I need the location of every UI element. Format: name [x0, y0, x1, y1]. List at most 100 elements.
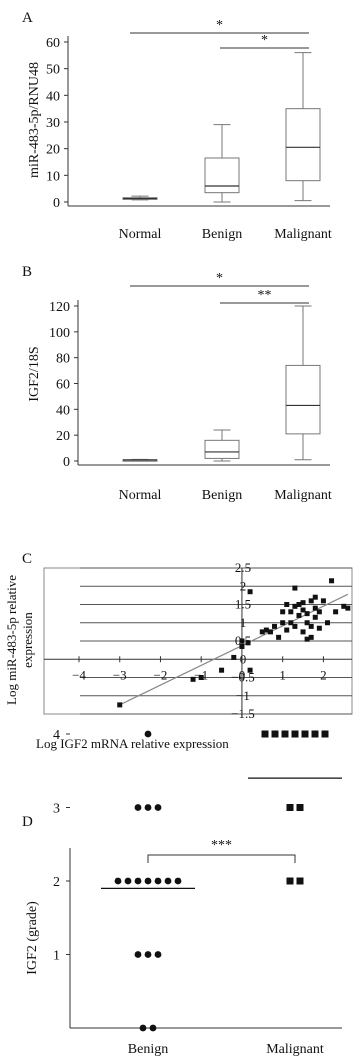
y-tick-label: −0.5 — [231, 670, 255, 685]
data-dot — [144, 730, 152, 738]
y-tick-label: 20 — [46, 143, 60, 158]
panel-a-boxes: ** — [122, 18, 321, 203]
scatter-point — [324, 620, 330, 626]
scatter-point — [280, 620, 286, 626]
y-tick-label: 50 — [46, 63, 60, 78]
scatter-point — [198, 675, 204, 680]
category-label: Benign — [128, 1042, 168, 1057]
scatter-point — [345, 605, 351, 611]
scatter-point — [280, 609, 286, 615]
data-dot — [134, 951, 142, 958]
data-square — [271, 730, 279, 738]
scatter-point — [304, 611, 310, 617]
scatter-point — [296, 602, 302, 607]
scatter-point — [308, 634, 314, 640]
y-tick-label: 20 — [56, 429, 70, 444]
significance-label: ** — [258, 288, 272, 303]
panel-b-boxes: *** — [122, 271, 321, 462]
panel-d-axes: 1 2 3 4 Benign Malignant — [53, 728, 342, 1057]
scatter-point — [316, 609, 322, 615]
data-square — [296, 877, 304, 885]
scatter-point — [312, 594, 318, 600]
data-square — [286, 877, 294, 885]
data-dot — [144, 951, 152, 958]
data-square — [286, 804, 294, 811]
category-label: Normal — [119, 488, 162, 503]
y-tick-label: 10 — [46, 169, 60, 184]
scatter-point — [320, 598, 326, 604]
x-tick-label: −4 — [72, 667, 86, 682]
scatter-point — [300, 600, 306, 606]
category-label: Malignant — [274, 227, 332, 242]
significance-label: *** — [211, 838, 232, 853]
scatter-point — [329, 578, 335, 584]
scatter-point — [231, 654, 237, 660]
scatter-point — [259, 629, 265, 635]
x-tick-label: 0 — [239, 667, 246, 682]
scatter-point — [312, 614, 318, 620]
y-tick-label: 0 — [63, 455, 70, 470]
box-body — [204, 439, 240, 459]
y-tick-label: 1 — [240, 615, 247, 630]
y-tick-label: 1 — [53, 949, 60, 964]
data-dot — [154, 877, 162, 885]
scatter-point — [308, 598, 314, 604]
y-tick-label: 1.5 — [235, 597, 251, 612]
scatter-point — [292, 603, 298, 609]
scatter-point — [316, 625, 322, 631]
panel-b-label: B — [22, 264, 32, 280]
scatter-point — [245, 640, 251, 646]
category-label: Malignant — [266, 1042, 324, 1057]
y-tick-label: 2.5 — [235, 560, 251, 575]
panel-c-points — [117, 578, 351, 708]
scatter-point — [117, 702, 123, 708]
data-square — [296, 804, 304, 811]
data-square — [261, 730, 269, 738]
panel-a-label: A — [22, 10, 33, 26]
category-label: Benign — [202, 227, 242, 242]
data-dot — [154, 951, 162, 958]
scatter-point — [276, 634, 282, 640]
scatter-point — [284, 627, 290, 633]
scatter-point — [239, 643, 245, 649]
scatter-point — [239, 638, 245, 644]
panel-c-y-axis-label-line-1: Log miR-483-5p relative — [4, 575, 19, 705]
data-dot — [164, 877, 172, 885]
regression-line — [119, 593, 349, 706]
data-dot — [134, 877, 142, 885]
box-body — [285, 108, 321, 182]
scatter-point — [263, 627, 269, 633]
scatter-point — [296, 612, 302, 618]
y-tick-label: 30 — [46, 116, 60, 131]
category-label: Normal — [119, 227, 162, 242]
y-tick-label: 2 — [53, 875, 60, 890]
x-tick-label: −1 — [194, 667, 208, 682]
panel-b-y-axis-label: IGF2/18S — [27, 346, 42, 401]
significance-label: * — [216, 271, 223, 286]
x-tick-label: −3 — [113, 667, 127, 682]
x-tick-label: −2 — [154, 667, 168, 682]
y-tick-label: 4 — [53, 728, 60, 743]
y-tick-label: 40 — [56, 403, 70, 418]
significance-label: * — [216, 18, 223, 33]
data-square — [301, 730, 309, 738]
scatter-point — [267, 629, 273, 635]
y-tick-label: −1.5 — [231, 706, 255, 721]
scatter-point — [304, 620, 310, 626]
y-tick-label: −1 — [236, 688, 250, 703]
scatter-point — [288, 620, 294, 626]
panel-c-label: C — [22, 551, 32, 567]
scatter-point — [219, 667, 225, 673]
data-dot — [174, 877, 182, 885]
scatter-point — [292, 585, 298, 591]
data-square — [281, 730, 289, 738]
x-tick-label: 2 — [320, 667, 327, 682]
data-dot — [114, 877, 122, 885]
y-tick-label: 60 — [46, 36, 60, 51]
scatter-point — [341, 603, 347, 609]
scatter-point — [288, 609, 294, 615]
y-tick-label: 100 — [49, 326, 70, 341]
data-dot — [124, 877, 132, 885]
